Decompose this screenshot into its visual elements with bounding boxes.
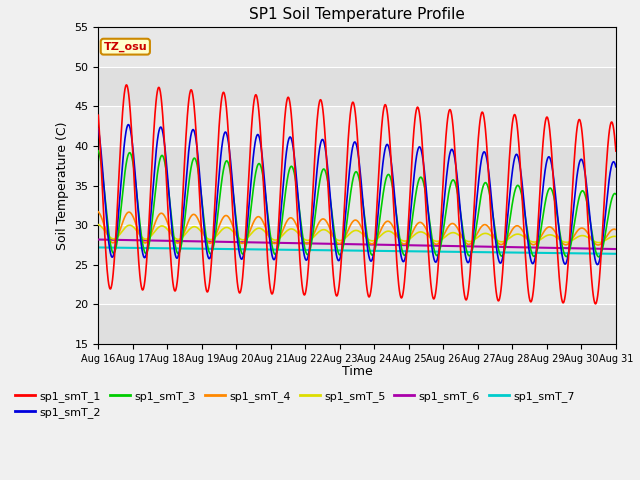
sp1_smT_5 (343, 233, 351, 239)
sp1_smT_6 (333, 241, 341, 247)
Legend: sp1_smT_1, sp1_smT_2, sp1_smT_3, sp1_smT_4, sp1_smT_5, sp1_smT_6, sp1_smT_7: sp1_smT_1, sp1_smT_2, sp1_smT_3, sp1_smT… (15, 391, 575, 418)
sp1_smT_5 (612, 234, 620, 240)
sp1_smT_3 (555, 221, 563, 227)
sp1_smT_5 (555, 236, 563, 242)
Bar (99, 146, 616, 186)
sp1_smT_2 (176, 247, 184, 252)
sp1_smT_2 (125, 122, 132, 128)
sp1_smT_1 (592, 301, 600, 307)
sp1_smT_3 (612, 192, 620, 197)
Bar (99, 225, 616, 265)
sp1_smT_3 (479, 185, 486, 191)
sp1_smT_2 (555, 227, 563, 233)
sp1_smT_3 (343, 217, 351, 223)
sp1_smT_5 (175, 236, 183, 242)
sp1_smT_7 (175, 246, 183, 252)
sp1_smT_5 (333, 237, 341, 243)
sp1_smT_7 (555, 250, 563, 256)
sp1_smT_4 (479, 223, 486, 228)
Bar (99, 304, 616, 344)
sp1_smT_4 (612, 227, 620, 232)
sp1_smT_3 (333, 247, 341, 252)
sp1_smT_1 (122, 82, 130, 88)
sp1_smT_1 (479, 110, 487, 116)
Line: sp1_smT_6: sp1_smT_6 (99, 240, 616, 249)
sp1_smT_4 (343, 229, 351, 235)
sp1_smT_1 (334, 291, 342, 297)
Line: sp1_smT_5: sp1_smT_5 (99, 225, 616, 242)
Line: sp1_smT_2: sp1_smT_2 (99, 125, 616, 264)
Text: TZ_osu: TZ_osu (104, 42, 147, 52)
sp1_smT_6 (605, 246, 613, 252)
sp1_smT_2 (593, 262, 601, 267)
sp1_smT_7 (343, 248, 351, 253)
sp1_smT_7 (333, 248, 341, 253)
sp1_smT_2 (612, 164, 620, 170)
sp1_smT_4 (175, 240, 183, 245)
sp1_smT_6 (612, 246, 620, 252)
sp1_smT_4 (333, 240, 341, 246)
sp1_smT_6 (343, 241, 351, 247)
Line: sp1_smT_3: sp1_smT_3 (99, 151, 616, 257)
sp1_smT_4 (594, 242, 602, 248)
sp1_smT_1 (606, 125, 614, 131)
Line: sp1_smT_1: sp1_smT_1 (99, 85, 616, 304)
sp1_smT_4 (605, 229, 613, 235)
Line: sp1_smT_7: sp1_smT_7 (99, 248, 616, 254)
sp1_smT_7 (479, 249, 486, 255)
sp1_smT_4 (95, 209, 102, 215)
sp1_smT_1 (95, 112, 102, 118)
sp1_smT_6 (175, 238, 183, 244)
sp1_smT_6 (555, 245, 563, 251)
sp1_smT_1 (555, 270, 563, 276)
sp1_smT_3 (95, 148, 102, 154)
Bar (99, 67, 616, 107)
sp1_smT_7 (95, 245, 102, 251)
sp1_smT_6 (479, 244, 486, 250)
sp1_smT_5 (605, 235, 613, 241)
sp1_smT_7 (605, 251, 613, 257)
sp1_smT_6 (95, 237, 102, 242)
Title: SP1 Soil Temperature Profile: SP1 Soil Temperature Profile (249, 7, 465, 22)
sp1_smT_1 (344, 148, 351, 154)
sp1_smT_2 (334, 257, 342, 263)
sp1_smT_5 (95, 222, 102, 228)
sp1_smT_5 (595, 240, 602, 245)
sp1_smT_2 (344, 190, 351, 195)
X-axis label: Time: Time (342, 365, 372, 378)
sp1_smT_1 (176, 251, 184, 256)
sp1_smT_3 (595, 254, 602, 260)
sp1_smT_2 (95, 126, 102, 132)
Y-axis label: Soil Temperature (C): Soil Temperature (C) (56, 121, 69, 250)
sp1_smT_3 (175, 250, 183, 255)
Line: sp1_smT_4: sp1_smT_4 (99, 212, 616, 245)
sp1_smT_5 (479, 231, 486, 237)
sp1_smT_1 (612, 148, 620, 154)
sp1_smT_4 (555, 235, 563, 240)
sp1_smT_7 (612, 251, 620, 257)
sp1_smT_2 (606, 172, 614, 178)
sp1_smT_2 (479, 150, 487, 156)
sp1_smT_3 (605, 206, 613, 212)
